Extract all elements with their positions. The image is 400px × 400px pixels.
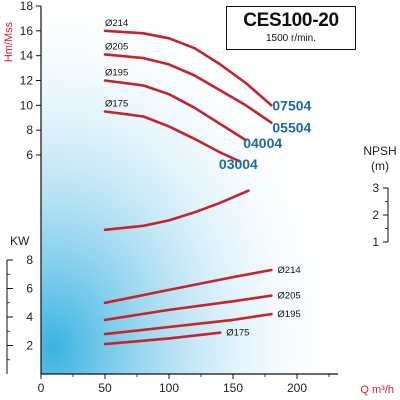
model-label: 03004: [219, 156, 258, 172]
x-tick-label: 200: [287, 381, 307, 395]
power-tick-label: 8: [26, 253, 33, 267]
head-curve-label: Ø205: [105, 41, 128, 52]
head-curve: [103, 29, 273, 107]
power-curve: [103, 268, 273, 305]
npsh-tick-label: 3: [372, 181, 379, 195]
head-curve: [103, 79, 248, 142]
npsh-tick-label: 1: [372, 235, 379, 249]
power-axis-label: KW: [10, 234, 30, 248]
x-axis-label: Q m³/h: [360, 384, 394, 396]
power-curve: [103, 294, 273, 322]
head-tick-label: 14: [20, 49, 34, 63]
model-label: 04004: [243, 135, 282, 151]
x-tick-label: 0: [38, 381, 45, 395]
head-tick-label: 16: [20, 24, 34, 38]
chart-subtitle: 1500 r/min.: [265, 33, 317, 44]
npsh-axis-unit: (m): [371, 159, 389, 173]
x-tick-label: 50: [98, 381, 112, 395]
power-tick-label: 2: [26, 339, 33, 353]
head-tick-label: 8: [26, 123, 33, 137]
head-curve: [103, 110, 241, 163]
model-label: 05504: [272, 120, 311, 136]
power-curve-label: Ø214: [277, 265, 300, 276]
head-curve: [103, 53, 273, 124]
head-tick-label: 12: [20, 74, 34, 88]
head-tick-label: 10: [20, 98, 34, 112]
power-curve-label: Ø175: [226, 328, 249, 339]
power-tick-label: 4: [26, 310, 33, 324]
npsh-tick-label: 2: [372, 208, 379, 222]
title-box: CES100-20 1500 r/min.: [226, 6, 356, 50]
plot-background: [41, 6, 335, 374]
head-tick-label: 6: [26, 148, 33, 162]
head-curve-label: Ø175: [105, 99, 128, 110]
head-tick-label: 18: [20, 0, 34, 13]
model-label: 07504: [272, 97, 311, 113]
power-curve-label: Ø195: [277, 309, 300, 320]
x-tick-label: 100: [159, 381, 179, 395]
npsh-curve: [103, 189, 250, 232]
power-curve-label: Ø205: [277, 291, 300, 302]
power-curve: [103, 312, 273, 336]
x-tick-label: 150: [223, 381, 243, 395]
chart-title: CES100-20: [243, 10, 339, 31]
power-curve: [103, 331, 222, 346]
head-axis-label: Hm/Mss: [3, 21, 15, 62]
head-curve-label: Ø214: [105, 18, 128, 29]
head-curve-label: Ø195: [105, 68, 128, 79]
power-tick-label: 6: [26, 282, 33, 296]
npsh-axis-label: NPSH: [363, 144, 396, 158]
